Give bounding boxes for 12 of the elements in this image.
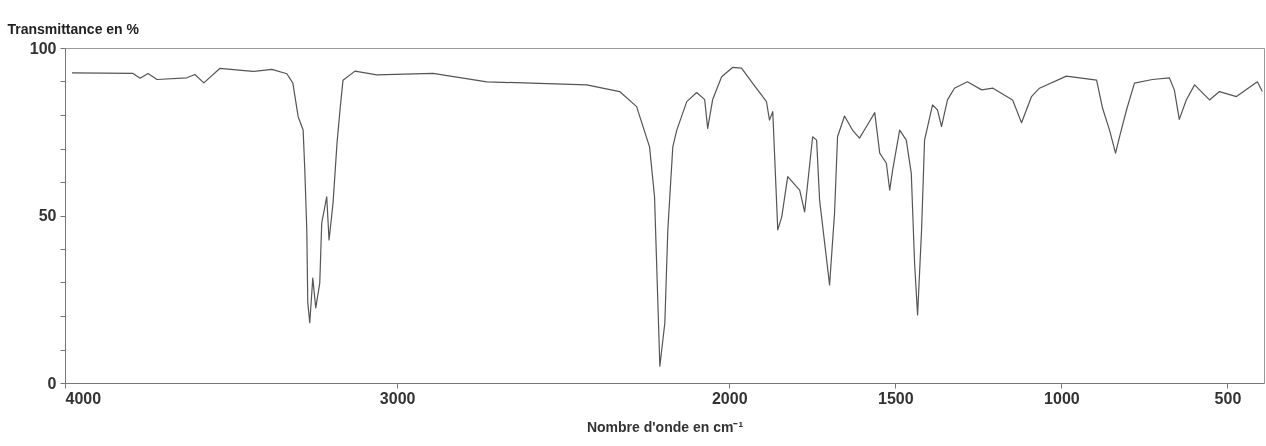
x-tick-label: 1500 (878, 389, 914, 407)
x-tick-label: 2000 (711, 389, 748, 407)
x-axis-title: Nombre d'onde en cm⁻¹ (586, 418, 744, 435)
y-tick-label: 50 (38, 207, 57, 224)
x-tick-label: 4000 (65, 389, 102, 407)
y-tick-label: 100 (29, 39, 57, 57)
x-tick-label: 1000 (1044, 389, 1080, 407)
x-tick-label: 500 (1214, 389, 1242, 407)
line-series (71, 66, 1263, 367)
x-tick-label: 3000 (379, 389, 416, 407)
y-axis-title: Transmittance en % (7, 20, 140, 37)
y-tick-label: 0 (47, 374, 57, 392)
